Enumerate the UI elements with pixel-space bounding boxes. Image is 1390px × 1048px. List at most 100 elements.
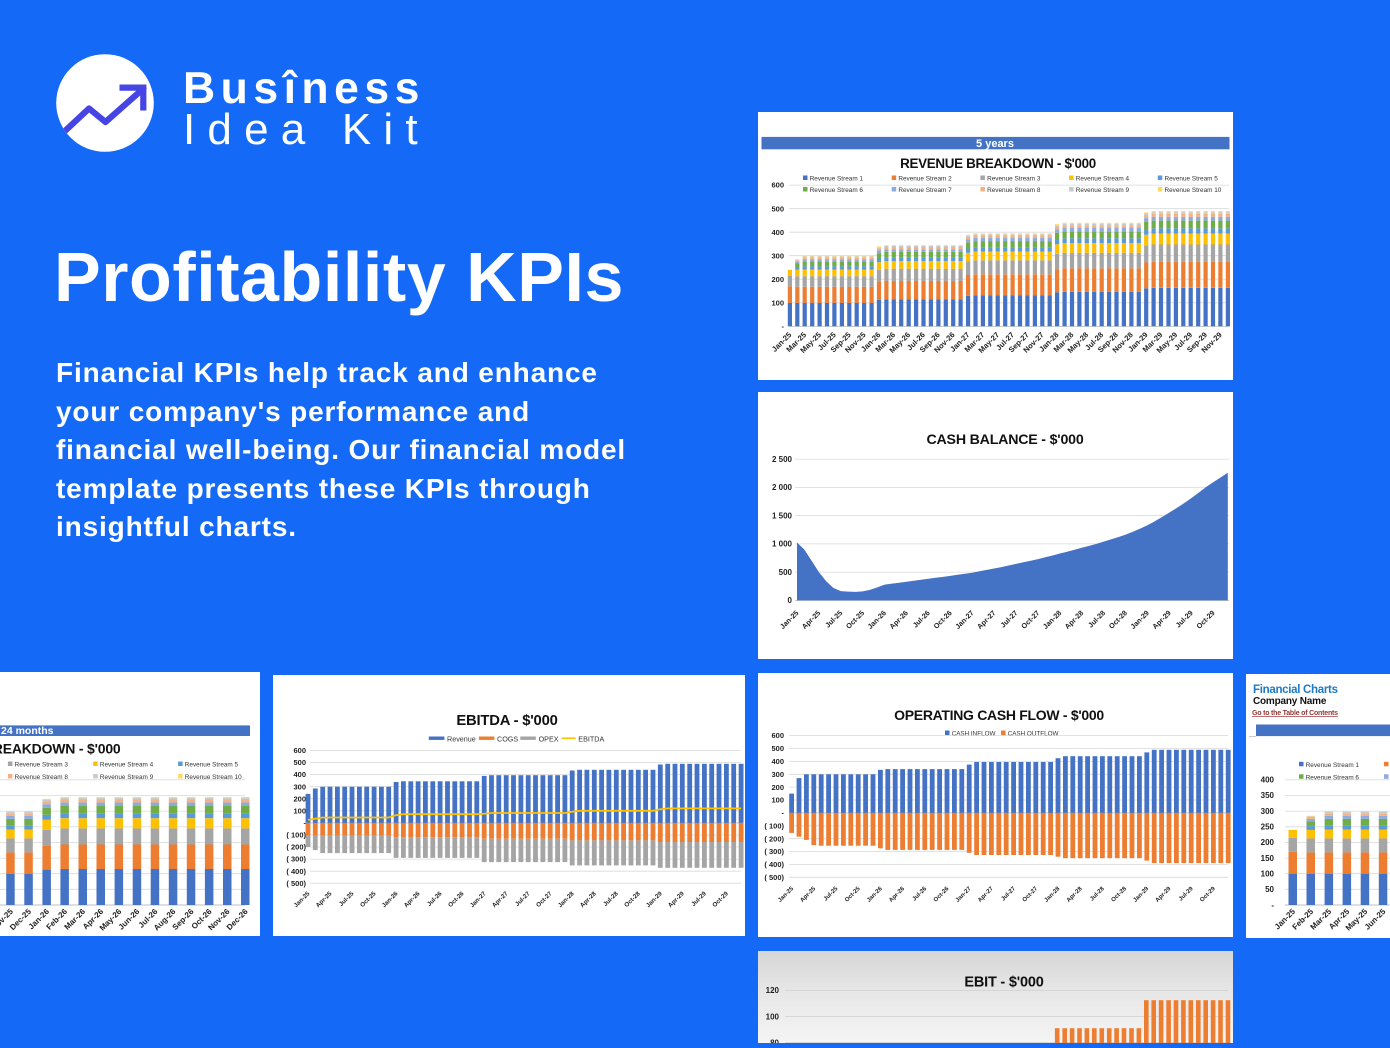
svg-text:Revenue Stream 5: Revenue Stream 5 — [185, 762, 239, 769]
svg-text:150: 150 — [1261, 854, 1275, 863]
svg-text:500: 500 — [293, 758, 306, 767]
svg-text:24 months: 24 months — [1, 725, 54, 737]
svg-text:Apr-27: Apr-27 — [977, 886, 995, 904]
svg-text:( 500): ( 500) — [286, 879, 306, 888]
svg-text:CASH OUTFLOW: CASH OUTFLOW — [1008, 731, 1059, 738]
svg-text:400: 400 — [293, 770, 306, 779]
svg-text:80: 80 — [770, 1038, 779, 1043]
svg-text:-: - — [1271, 901, 1274, 910]
svg-text:EBITDA: EBITDA — [578, 735, 604, 744]
svg-text:Revenue Stream 1: Revenue Stream 1 — [1306, 762, 1360, 769]
svg-text:Jan-29: Jan-29 — [645, 890, 664, 909]
svg-text:Jul-26: Jul-26 — [911, 608, 932, 629]
svg-text:100: 100 — [1261, 870, 1275, 879]
svg-text:Revenue Stream 3: Revenue Stream 3 — [15, 762, 69, 769]
svg-text:350: 350 — [1261, 791, 1275, 800]
svg-text:Jul-28: Jul-28 — [1089, 886, 1106, 903]
svg-text:200: 200 — [1261, 838, 1275, 847]
svg-text:Jul-27: Jul-27 — [514, 890, 532, 908]
svg-text:Jul-25: Jul-25 — [823, 886, 840, 903]
svg-text:100: 100 — [771, 298, 784, 307]
svg-text:Apr-29: Apr-29 — [1150, 608, 1172, 630]
svg-text:Jan-29: Jan-29 — [1133, 886, 1151, 904]
svg-text:Oct-26: Oct-26 — [447, 890, 466, 909]
svg-text:Jan-27: Jan-27 — [953, 608, 975, 630]
svg-text:Revenue Stream 10: Revenue Stream 10 — [1165, 187, 1222, 194]
svg-text:Oct-26: Oct-26 — [932, 608, 954, 630]
svg-text:Jul-29: Jul-29 — [1174, 608, 1195, 629]
svg-text:100: 100 — [771, 796, 784, 805]
svg-text:Jul-25: Jul-25 — [823, 608, 844, 629]
svg-text:Revenue Stream 7: Revenue Stream 7 — [898, 187, 952, 194]
svg-text:Revenue Stream 9: Revenue Stream 9 — [1076, 187, 1130, 194]
svg-text:Oct-26: Oct-26 — [933, 886, 951, 904]
svg-text:Jul-27: Jul-27 — [998, 608, 1019, 629]
svg-text:Financial Charts: Financial Charts — [1253, 684, 1338, 696]
svg-text:CASH BALANCE - $'000: CASH BALANCE - $'000 — [926, 432, 1083, 448]
svg-text:OPEX: OPEX — [539, 735, 559, 744]
svg-text:200: 200 — [771, 275, 784, 284]
svg-text:1 000: 1 000 — [772, 540, 793, 549]
svg-text:100: 100 — [293, 807, 306, 816]
svg-text:120: 120 — [766, 986, 780, 995]
svg-text:Jul-28: Jul-28 — [1086, 608, 1107, 629]
svg-text:Jan-26: Jan-26 — [866, 608, 888, 630]
svg-text:Apr-26: Apr-26 — [403, 890, 422, 909]
svg-text:( 400): ( 400) — [764, 860, 784, 869]
svg-text:2 500: 2 500 — [772, 455, 793, 464]
svg-text:-: - — [782, 322, 785, 331]
svg-text:Go to the Table of Contents: Go to the Table of Contents — [1252, 710, 1338, 717]
svg-text:Jan-26: Jan-26 — [866, 886, 884, 904]
svg-text:Jan-27: Jan-27 — [955, 886, 973, 904]
svg-text:-: - — [304, 819, 307, 828]
svg-text:Apr-28: Apr-28 — [1063, 608, 1085, 630]
svg-text:Oct-25: Oct-25 — [359, 890, 378, 909]
svg-text:-: - — [782, 809, 785, 818]
svg-text:Revenue Stream 6: Revenue Stream 6 — [810, 187, 864, 194]
svg-text:EBIT - $'000: EBIT - $'000 — [964, 975, 1043, 991]
svg-text:Oct-28: Oct-28 — [623, 890, 642, 909]
svg-text:Apr-27: Apr-27 — [975, 608, 997, 630]
svg-text:Apr-28: Apr-28 — [1066, 886, 1084, 904]
svg-text:Oct-29: Oct-29 — [711, 890, 730, 909]
svg-text:Oct-25: Oct-25 — [844, 886, 862, 904]
svg-text:Jan-25: Jan-25 — [777, 886, 795, 904]
svg-text:100: 100 — [766, 1012, 780, 1021]
svg-text:400: 400 — [771, 228, 784, 237]
svg-text:( 400): ( 400) — [286, 867, 306, 876]
svg-text:Jan-28: Jan-28 — [557, 890, 576, 909]
svg-text:Revenue Stream 6: Revenue Stream 6 — [1306, 774, 1360, 781]
svg-text:( 500): ( 500) — [764, 873, 784, 882]
svg-text:Oct-27: Oct-27 — [535, 890, 554, 909]
svg-text:1 500: 1 500 — [772, 511, 793, 520]
svg-text:200: 200 — [293, 794, 306, 803]
svg-text:Jul-26: Jul-26 — [912, 886, 929, 903]
svg-text:Jun-25: Jun-25 — [1363, 907, 1388, 932]
svg-text:Oct-28: Oct-28 — [1111, 886, 1129, 904]
svg-text:Apr-29: Apr-29 — [667, 890, 686, 909]
svg-text:Apr-28: Apr-28 — [579, 890, 598, 909]
svg-text:Revenue Stream 2: Revenue Stream 2 — [898, 176, 952, 183]
svg-text:OPERATING CASH FLOW - $'000: OPERATING CASH FLOW - $'000 — [894, 707, 1104, 723]
svg-text:Apr-26: Apr-26 — [888, 886, 906, 904]
svg-text:Jul-25: Jul-25 — [338, 890, 356, 908]
svg-text:Apr-25: Apr-25 — [800, 886, 818, 904]
svg-text:Apr-25: Apr-25 — [800, 608, 822, 630]
svg-text:REVENUE BREAKDOWN - $'000: REVENUE BREAKDOWN - $'000 — [0, 741, 121, 757]
svg-text:200: 200 — [771, 783, 784, 792]
svg-text:Revenue Stream 5: Revenue Stream 5 — [1165, 176, 1219, 183]
svg-text:( 200): ( 200) — [286, 843, 306, 852]
svg-text:Jul-26: Jul-26 — [426, 890, 444, 908]
svg-text:( 200): ( 200) — [764, 834, 784, 843]
svg-text:Jan-27: Jan-27 — [469, 890, 488, 909]
svg-text:Jan-28: Jan-28 — [1041, 608, 1063, 630]
svg-text:Revenue Stream 4: Revenue Stream 4 — [100, 762, 154, 769]
svg-text:300: 300 — [771, 251, 784, 260]
svg-text:Jan-25: Jan-25 — [293, 890, 312, 909]
svg-text:500: 500 — [771, 744, 784, 753]
svg-text:400: 400 — [1261, 776, 1275, 785]
svg-text:Oct-27: Oct-27 — [1022, 886, 1040, 904]
svg-text:500: 500 — [771, 204, 784, 213]
svg-text:Oct-29: Oct-29 — [1199, 886, 1217, 904]
svg-text:300: 300 — [293, 782, 306, 791]
